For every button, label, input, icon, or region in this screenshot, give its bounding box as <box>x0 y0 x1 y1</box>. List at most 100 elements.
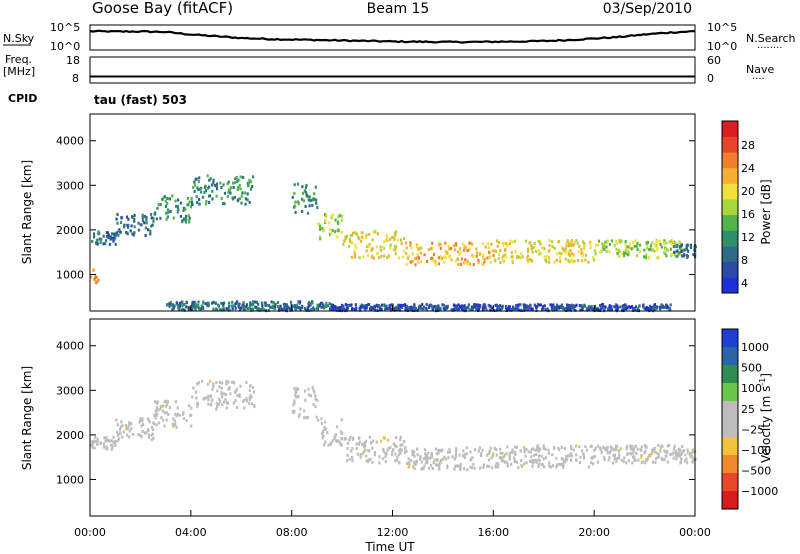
scatter-cell <box>634 305 638 309</box>
scatter-cell <box>313 197 316 201</box>
scatter-cell <box>575 303 578 307</box>
scatter-cell <box>358 237 361 241</box>
scatter-cell <box>216 308 219 312</box>
scatter-cell <box>608 305 611 309</box>
noise-ytick-right-bottom: 10^0 <box>707 40 737 53</box>
scatter-cell <box>359 307 362 311</box>
scatter-cell <box>627 253 630 257</box>
scatter-cell <box>382 449 385 453</box>
scatter-cell <box>394 306 397 310</box>
scatter-cell <box>165 403 169 407</box>
scatter-cell <box>360 239 363 243</box>
scatter-cell <box>685 461 689 465</box>
scatter-cell <box>191 306 194 309</box>
scatter-cell <box>640 448 643 452</box>
scatter-cell <box>248 401 251 405</box>
scatter-cell <box>436 458 439 462</box>
scatter-cell <box>145 218 148 222</box>
scatter-cell <box>551 240 554 244</box>
scatter-cell <box>423 464 426 468</box>
scatter-cell <box>677 253 680 257</box>
scatter-cell <box>227 190 230 194</box>
scatter-cell <box>596 460 599 464</box>
scatter-cell <box>615 444 619 448</box>
scatter-cell <box>478 252 481 256</box>
scatter-cell <box>610 305 613 309</box>
scatter-cell <box>341 305 344 309</box>
scatter-cell <box>299 300 302 304</box>
scatter-cell <box>208 194 212 198</box>
scatter-cell <box>215 405 219 408</box>
scatter-cell <box>636 307 639 311</box>
scatter-cell <box>399 448 402 452</box>
scatter-cell <box>595 307 598 311</box>
scatter-cell <box>625 304 628 308</box>
scatter-cell <box>132 233 135 237</box>
scatter-cell <box>394 245 397 248</box>
scatter-cell <box>147 228 150 232</box>
scatter-cell <box>214 301 217 305</box>
scatter-cell <box>687 450 690 454</box>
scatter-cell <box>673 250 676 254</box>
scatter-cell <box>685 243 688 247</box>
scatter-cell <box>455 304 458 308</box>
scatter-cell <box>673 240 676 244</box>
scatter-cell <box>102 242 105 246</box>
scatter-cell <box>502 254 505 258</box>
scatter-cell <box>299 308 302 312</box>
scatter-cell <box>346 308 349 312</box>
scatter-cell <box>349 436 352 439</box>
scatter-cell <box>419 251 422 255</box>
colorbar-tick: 8 <box>741 254 748 267</box>
scatter-cell <box>508 305 511 309</box>
scatter-cell <box>683 459 687 463</box>
scatter-cell <box>394 444 397 448</box>
scatter-cell <box>373 451 377 454</box>
scatter-cell <box>437 308 440 312</box>
scatter-cell <box>181 219 184 223</box>
scatter-cell <box>173 304 176 308</box>
scatter-cell <box>556 303 559 307</box>
scatter-cell <box>222 308 225 312</box>
scatter-cell <box>231 380 234 384</box>
scatter-cell <box>119 427 122 431</box>
scatter-cell <box>117 229 120 233</box>
scatter-cell <box>523 303 527 307</box>
scatter-cell <box>605 245 608 249</box>
colorbar-tick: 28 <box>741 139 755 152</box>
scatter-cell <box>583 241 586 245</box>
scatter-cell <box>463 305 466 309</box>
scatter-cell <box>684 453 687 457</box>
scatter-cell <box>165 217 168 221</box>
scatter-cell <box>91 239 94 243</box>
scatter-cell <box>147 417 150 421</box>
scatter-cell <box>324 219 327 223</box>
scatter-cell <box>685 457 688 461</box>
scatter-cell <box>626 248 629 252</box>
scatter-cell <box>211 197 214 201</box>
xtick-label: 12:00 <box>377 526 409 539</box>
scatter-cell <box>458 307 461 311</box>
scatter-cell <box>249 187 253 191</box>
scatter-cell <box>567 259 570 263</box>
scatter-cell <box>669 303 672 307</box>
scatter-cell <box>512 305 515 309</box>
scatter-cell <box>229 392 232 396</box>
scatter-cell <box>435 305 438 309</box>
scatter-cell <box>660 444 663 448</box>
scatter-cell <box>349 240 352 244</box>
scatter-cell <box>535 306 538 309</box>
scatter-cell <box>469 450 472 454</box>
scatter-cell <box>587 260 590 264</box>
scatter-cell <box>192 386 195 390</box>
scatter-cell <box>621 252 624 256</box>
scatter-cell <box>357 442 360 446</box>
scatter-cell <box>242 304 246 308</box>
scatter-cell <box>248 178 251 182</box>
scatter-cell <box>195 177 198 181</box>
scatter-cell <box>394 459 397 463</box>
scatter-cell <box>331 228 334 232</box>
scatter-cell <box>592 256 595 260</box>
scatter-cell <box>249 180 252 184</box>
scatter-cell <box>378 461 381 465</box>
